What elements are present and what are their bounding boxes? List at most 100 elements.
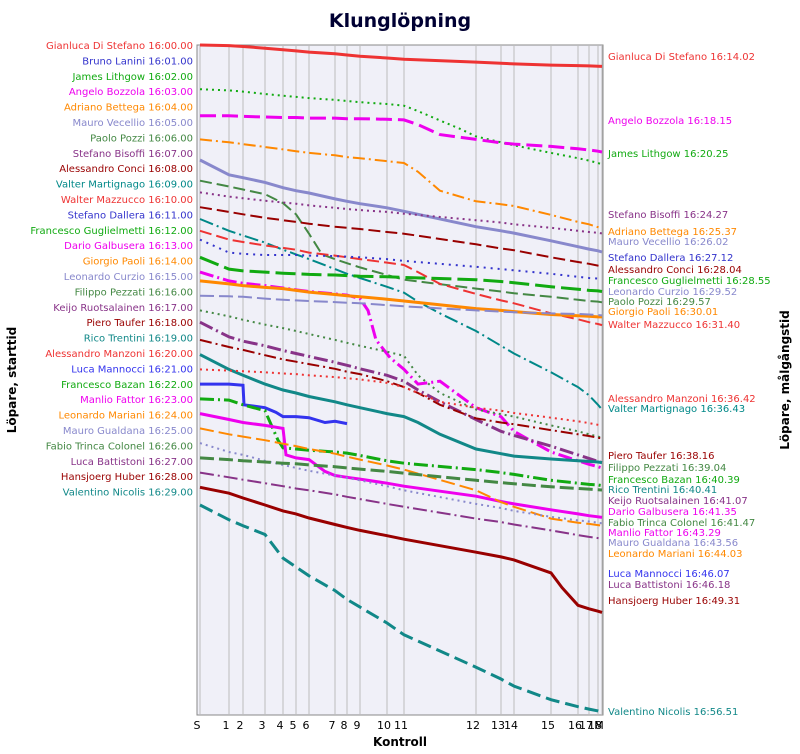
x-tick-12: 12: [466, 719, 480, 732]
start-label-giorgio-paoli: Giorgio Paoli 16:14.00: [83, 257, 193, 268]
start-label-manlio-fattor: Manlio Fattor 16:23.00: [80, 395, 193, 406]
finish-label-mauro-vecellio: Mauro Vecellio 16:26.02: [608, 237, 729, 248]
finish-label-angelo-bozzola: Angelo Bozzola 16:18.15: [608, 116, 732, 127]
start-label-luca-battistoni: Luca Battistoni 16:27.00: [71, 457, 193, 468]
finish-label-alessandro-conci: Alessandro Conci 16:28.04: [608, 265, 742, 276]
start-label-walter-mazzucco: Walter Mazzucco 16:10.00: [61, 195, 193, 206]
series-line-angelo-bozzola: [200, 114, 603, 154]
finish-label-valentino-nicolis: Valentino Nicolis 16:56.51: [608, 707, 738, 718]
start-label-bruno-lanini: Bruno Lanini 16:01.00: [82, 56, 193, 67]
start-label-stefano-dallera: Stefano Dallera 16:11.00: [68, 210, 193, 221]
start-label-valter-martignago: Valter Martignago 16:09.00: [56, 180, 193, 191]
start-label-alessandro-conci: Alessandro Conci 16:08.00: [59, 164, 193, 175]
x-tick-4: 4: [277, 719, 284, 732]
series-line-stefano-dallera: [199, 238, 603, 281]
series-line-paolo-pozzi: [199, 179, 603, 304]
finish-label-mauro-gualdana: Mauro Gualdana 16:43.56: [608, 538, 738, 549]
finish-label-valter-martignago: Valter Martignago 16:36.43: [608, 404, 745, 415]
x-tick-1: 1: [223, 719, 230, 732]
x-tick-10: 10: [377, 719, 391, 732]
start-label-leonardo-curzio: Leonardo Curzio 16:15.00: [64, 272, 193, 283]
x-tick-15: 15: [541, 719, 555, 732]
x-tick-16: 16: [568, 719, 582, 732]
series-line-luca-mannocci: [200, 382, 348, 426]
right-axis-title: Löpare, målgångstid: [778, 310, 792, 450]
finish-label-hansjoerg-huber: Hansjoerg Huber 16:49.31: [608, 596, 740, 607]
start-label-valentino-nicolis: Valentino Nicolis 16:29.00: [63, 488, 193, 499]
finish-label-keijo-ruotsalainen: Keijo Ruotsalainen 16:41.07: [608, 496, 748, 507]
x-tick-6: 6: [303, 719, 310, 732]
start-label-stefano-bisoffi: Stefano Bisoffi 16:07.00: [73, 149, 193, 160]
finish-label-stefano-dallera: Stefano Dallera 16:27.12: [608, 253, 733, 264]
series-line-stefano-bisoffi: [199, 191, 603, 235]
x-tick-14: 14: [504, 719, 518, 732]
series-line-fabio-trinca-colonel: [199, 456, 603, 492]
finish-label-filippo-pezzati: Filippo Pezzati 16:39.04: [608, 463, 726, 474]
series-line-valentino-nicolis: [199, 503, 603, 714]
start-label-hansjoerg-huber: Hansjoerg Huber 16:28.00: [61, 472, 193, 483]
finish-label-manlio-fattor: Manlio Fattor 16:43.29: [608, 528, 721, 539]
x-tick-M: M: [594, 719, 604, 732]
series-line-adriano-bettega: [199, 138, 603, 231]
series-line-francesco-guglielmetti: [199, 255, 603, 293]
start-label-angelo-bozzola: Angelo Bozzola 16:03.00: [69, 87, 193, 98]
series-line-james-lithgow: [199, 88, 603, 166]
start-label-james-lithgow: James Lithgow 16:02.00: [71, 72, 193, 83]
series-line-alessandro-conci: [199, 206, 603, 268]
x-tick-8: 8: [341, 719, 348, 732]
finish-label-francesco-bazan: Francesco Bazan 16:40.39: [608, 475, 740, 486]
finish-label-adriano-bettega: Adriano Bettega 16:25.37: [608, 227, 737, 238]
x-tick-11: 11: [394, 719, 408, 732]
finish-label-paolo-pozzi: Paolo Pozzi 16:29.57: [608, 297, 711, 308]
series-line-mauro-vecellio: [199, 158, 603, 254]
start-label-mauro-gualdana: Mauro Gualdana 16:25.00: [63, 426, 193, 437]
start-label-paolo-pozzi: Paolo Pozzi 16:06.00: [90, 133, 193, 144]
finish-label-leonardo-mariani: Leonardo Mariani 16:44.03: [608, 549, 743, 560]
start-label-mauro-vecellio: Mauro Vecellio 16:05.00: [72, 118, 193, 129]
finish-label-luca-battistoni: Luca Battistoni 16:46.18: [608, 580, 730, 591]
x-tick-5: 5: [290, 719, 297, 732]
x-tick-S: S: [194, 719, 201, 732]
start-label-gianluca-di-stefano: Gianluca Di Stefano 16:00.00: [46, 41, 193, 52]
x-tick-9: 9: [354, 719, 361, 732]
series-line-gianluca-di-stefano: [199, 43, 603, 68]
start-label-luca-mannocci: Luca Mannocci 16:21.00: [71, 364, 193, 375]
finish-label-leonardo-curzio: Leonardo Curzio 16:29.52: [608, 287, 737, 298]
series-line-piero-taufer: [199, 338, 603, 440]
start-labels: Gianluca Di Stefano 16:00.00 Bruno Lanini…: [30, 41, 193, 499]
start-label-filippo-pezzati: Filippo Pezzati 16:16.00: [75, 287, 193, 298]
finish-label-piero-taufer: Piero Taufer 16:38.16: [608, 451, 715, 462]
finish-label-stefano-bisoffi: Stefano Bisoffi 16:24.27: [608, 210, 728, 221]
series-lines: [199, 43, 603, 714]
x-tick-7: 7: [329, 719, 336, 732]
finish-label-dario-galbusera: Dario Galbusera 16:41.35: [608, 507, 737, 518]
finish-label-walter-mazzucco: Walter Mazzucco 16:31.40: [608, 320, 740, 331]
start-label-alessandro-manzoni: Alessandro Manzoni 16:20.00: [45, 349, 193, 360]
series-line-giorgio-paoli: [199, 279, 602, 319]
series-line-leonardo-mariani: [199, 427, 603, 527]
chart-title: Klunglöpning: [329, 10, 471, 32]
start-label-piero-taufer: Piero Taufer 16:18.00: [86, 318, 193, 329]
series-line-rico-trentini: [199, 353, 603, 465]
finish-label-gianluca-di-stefano: Gianluca Di Stefano 16:14.02: [608, 52, 755, 63]
finish-labels: Gianluca Di Stefano 16:14.02 James Lithgo…: [607, 52, 771, 718]
finish-label-james-lithgow: James Lithgow 16:20.25: [607, 149, 729, 160]
series-line-keijo-ruotsalainen: [199, 320, 603, 465]
finish-label-fabio-trinca-colonel: Fabio Trinca Colonel 16:41.47: [608, 518, 755, 529]
series-line-filippo-pezzati: [199, 309, 603, 439]
start-label-francesco-bazan: Francesco Bazan 16:22.00: [61, 380, 193, 391]
finish-label-giorgio-paoli: Giorgio Paoli 16:30.01: [608, 307, 718, 318]
start-label-rico-trentini: Rico Trentini 16:19.00: [84, 334, 193, 345]
start-label-keijo-ruotsalainen: Keijo Ruotsalainen 16:17.00: [53, 303, 193, 314]
x-tick-18: 18: [588, 719, 602, 732]
series-line-luca-battistoni: [199, 471, 603, 540]
left-axis-title: Löpare, starttid: [5, 327, 19, 433]
start-label-dario-galbusera: Dario Galbusera 16:13.00: [64, 241, 193, 252]
start-label-leonardo-mariani: Leonardo Mariani 16:24.00: [58, 411, 193, 422]
start-label-francesco-guglielmetti: Francesco Guglielmetti 16:12.00: [30, 226, 193, 237]
x-tick-17: 17: [579, 719, 593, 732]
finish-label-alessandro-manzoni: Alessandro Manzoni 16:36.42: [608, 394, 756, 405]
x-axis-title: Kontroll: [373, 735, 427, 749]
start-label-adriano-bettega: Adriano Bettega 16:04.00: [64, 103, 193, 114]
